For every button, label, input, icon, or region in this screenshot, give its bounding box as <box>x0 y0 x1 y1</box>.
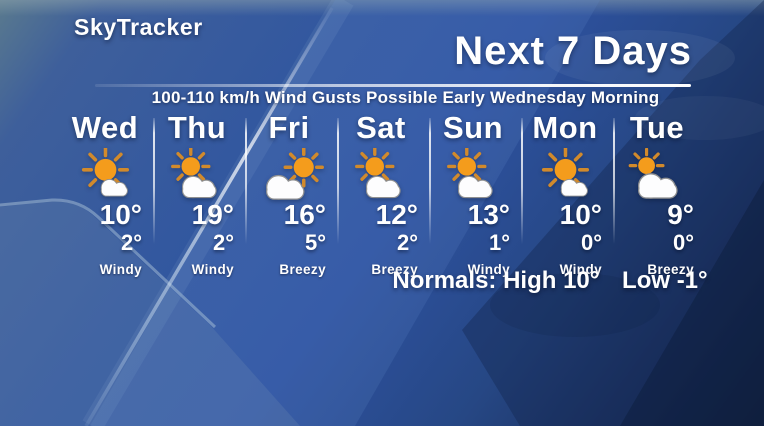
forecast-day-column: Wed 10° 2° Windy <box>62 108 155 278</box>
sun-behind-cloud-icon <box>154 148 246 200</box>
low-temp: 1° <box>488 230 510 255</box>
low-temp: 2° <box>212 230 234 255</box>
low-temp: 5° <box>304 230 326 255</box>
forecast-day-column: Mon 10° 0° Windy <box>522 108 615 278</box>
forecast-day-column: Thu 19° 2° Windy <box>154 108 247 278</box>
day-label: Fri <box>268 110 310 145</box>
high-temp: 9° <box>667 199 694 230</box>
day-label: Mon <box>532 110 598 145</box>
sun-behind-cloud-icon <box>338 148 430 200</box>
cloud-sun-peek-icon <box>614 148 706 200</box>
skytracker-logo: SkyTracker <box>74 14 203 40</box>
wind-condition: Breezy <box>647 262 694 277</box>
day-label: Wed <box>71 110 139 145</box>
low-temp: 0° <box>672 230 694 255</box>
day-label: Tue <box>629 110 685 145</box>
title-underline <box>95 84 691 87</box>
high-temp: 10° <box>559 199 602 230</box>
high-temp: 12° <box>375 199 418 230</box>
high-temp: 19° <box>191 199 234 230</box>
normals-low: Low -1° <box>622 267 708 294</box>
sun-behind-cloud-icon <box>430 148 522 200</box>
low-temp: 2° <box>396 230 418 255</box>
normals-label: Normals: <box>392 267 497 294</box>
forecast-day-column: Tue 9° 0° Breezy <box>614 108 706 278</box>
wind-condition: Windy <box>191 262 234 277</box>
wind-condition: Breezy <box>279 262 326 277</box>
high-temp: 10° <box>99 199 142 230</box>
wind-condition: Breezy <box>371 262 418 277</box>
wind-condition: Windy <box>467 262 510 277</box>
forecast-day-column: Sun 13° 1° Windy <box>430 108 523 278</box>
sun-small-cloud-icon <box>522 148 614 200</box>
day-label: Sun <box>442 110 504 145</box>
day-label: Thu <box>167 110 227 145</box>
sun-small-cloud-icon <box>62 148 154 200</box>
forecast-day-column: Fri 16° 5° Breezy <box>246 108 339 278</box>
cloud-with-sun-right-icon <box>246 148 338 200</box>
wind-condition: Windy <box>99 262 142 277</box>
normals-high: High 10° <box>503 267 600 294</box>
high-temp: 16° <box>283 199 326 230</box>
low-temp: 0° <box>580 230 602 255</box>
forecast-grid: Wed 10° 2° Windy Thu 19° 2° Windy Fri 16° 5° Bre… <box>62 108 706 278</box>
page-title: Next 7 Days <box>454 29 692 73</box>
wind-gust-alert-text: 100-110 km/h Wind Gusts Possible Early W… <box>151 88 660 107</box>
high-temp: 13° <box>467 199 510 230</box>
day-label: Sat <box>356 110 406 145</box>
normals-line: Normals: High 10° Low -1° <box>330 267 764 295</box>
low-temp: 2° <box>120 230 142 255</box>
wind-condition: Windy <box>559 262 602 277</box>
forecast-day-column: Sat 12° 2° Breezy <box>338 108 431 278</box>
